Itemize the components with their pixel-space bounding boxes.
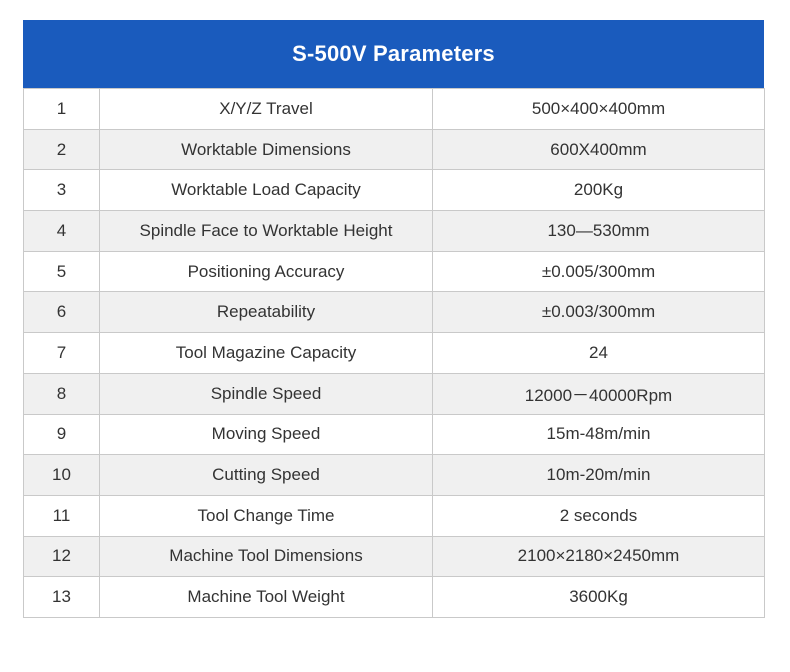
- parameter-value-cell: 130—530mm: [432, 210, 765, 252]
- parameter-name-cell: Worktable Dimensions: [99, 128, 433, 171]
- row-number-cell: 9: [23, 413, 100, 456]
- row-number-cell: 3: [23, 169, 100, 212]
- parameter-name-cell: Machine Tool Dimensions: [99, 535, 433, 578]
- parameters-sheet: S-500V Parameters 1 X/Y/Z Travel 500×400×4…: [23, 20, 765, 618]
- table-row: 8 Spindle Speed 12000－40000Rpm: [23, 372, 765, 415]
- parameter-name-cell: Spindle Speed: [99, 372, 433, 415]
- parameter-name-cell: Cutting Speed: [99, 454, 433, 496]
- parameter-value-cell: 24: [432, 332, 765, 374]
- row-number-cell: 8: [23, 372, 100, 415]
- table-row: 13 Machine Tool Weight 3600Kg: [23, 576, 765, 618]
- parameter-name-cell: Tool Magazine Capacity: [99, 332, 433, 374]
- table-row: 6 Repeatability ±0.003/300mm: [23, 291, 765, 334]
- row-number-cell: 7: [23, 332, 100, 374]
- parameter-name-cell: Spindle Face to Worktable Height: [99, 210, 433, 252]
- row-number-cell: 12: [23, 535, 100, 578]
- parameter-value-cell: 500×400×400mm: [432, 88, 765, 130]
- parameters-table: 1 X/Y/Z Travel 500×400×400mm 2 Worktable Dim…: [23, 88, 765, 618]
- table-row: 10 Cutting Speed 10m-20m/min: [23, 454, 765, 496]
- parameter-name-cell: Moving Speed: [99, 413, 433, 456]
- table-row: 9 Moving Speed 15m-48m/min: [23, 413, 765, 456]
- parameter-value-cell: 2100×2180×2450mm: [432, 535, 765, 578]
- parameter-value-cell: ±0.003/300mm: [432, 291, 765, 334]
- parameter-name-cell: Machine Tool Weight: [99, 576, 433, 618]
- row-number-cell: 5: [23, 250, 100, 293]
- parameter-name-cell: X/Y/Z Travel: [99, 88, 433, 130]
- table-row: 12 Machine Tool Dimensions 2100×2180×2450m…: [23, 535, 765, 578]
- parameter-value-cell: 200Kg: [432, 169, 765, 212]
- row-number-cell: 11: [23, 494, 100, 537]
- parameter-name-cell: Tool Change Time: [99, 494, 433, 537]
- parameter-name-cell: Positioning Accuracy: [99, 250, 433, 293]
- row-number-cell: 6: [23, 291, 100, 334]
- row-number-cell: 1: [23, 88, 100, 130]
- parameter-value-cell: 2 seconds: [432, 494, 765, 537]
- parameter-name-cell: Worktable Load Capacity: [99, 169, 433, 212]
- table-row: 2 Worktable Dimensions 600X400mm: [23, 128, 765, 171]
- parameter-value-cell: 10m-20m/min: [432, 454, 765, 496]
- parameters-table-body: 1 X/Y/Z Travel 500×400×400mm 2 Worktable Dim…: [23, 88, 765, 618]
- row-number-cell: 10: [23, 454, 100, 496]
- parameter-value-cell: 12000－40000Rpm: [432, 372, 765, 415]
- parameter-name-cell: Repeatability: [99, 291, 433, 334]
- row-number-cell: 4: [23, 210, 100, 252]
- parameter-value-cell: 15m-48m/min: [432, 413, 765, 456]
- row-number-cell: 13: [23, 576, 100, 618]
- table-row: 1 X/Y/Z Travel 500×400×400mm: [23, 88, 765, 130]
- table-row: 5 Positioning Accuracy ±0.005/300mm: [23, 250, 765, 293]
- table-title: S-500V Parameters: [23, 20, 764, 88]
- parameter-value-cell: ±0.005/300mm: [432, 250, 765, 293]
- parameter-value-cell: 3600Kg: [432, 576, 765, 618]
- table-row: 4 Spindle Face to Worktable Height 130—530…: [23, 210, 765, 252]
- table-row: 11 Tool Change Time 2 seconds: [23, 494, 765, 537]
- table-row: 3 Worktable Load Capacity 200Kg: [23, 169, 765, 212]
- table-row: 7 Tool Magazine Capacity 24: [23, 332, 765, 374]
- row-number-cell: 2: [23, 128, 100, 171]
- parameter-value-cell: 600X400mm: [432, 128, 765, 171]
